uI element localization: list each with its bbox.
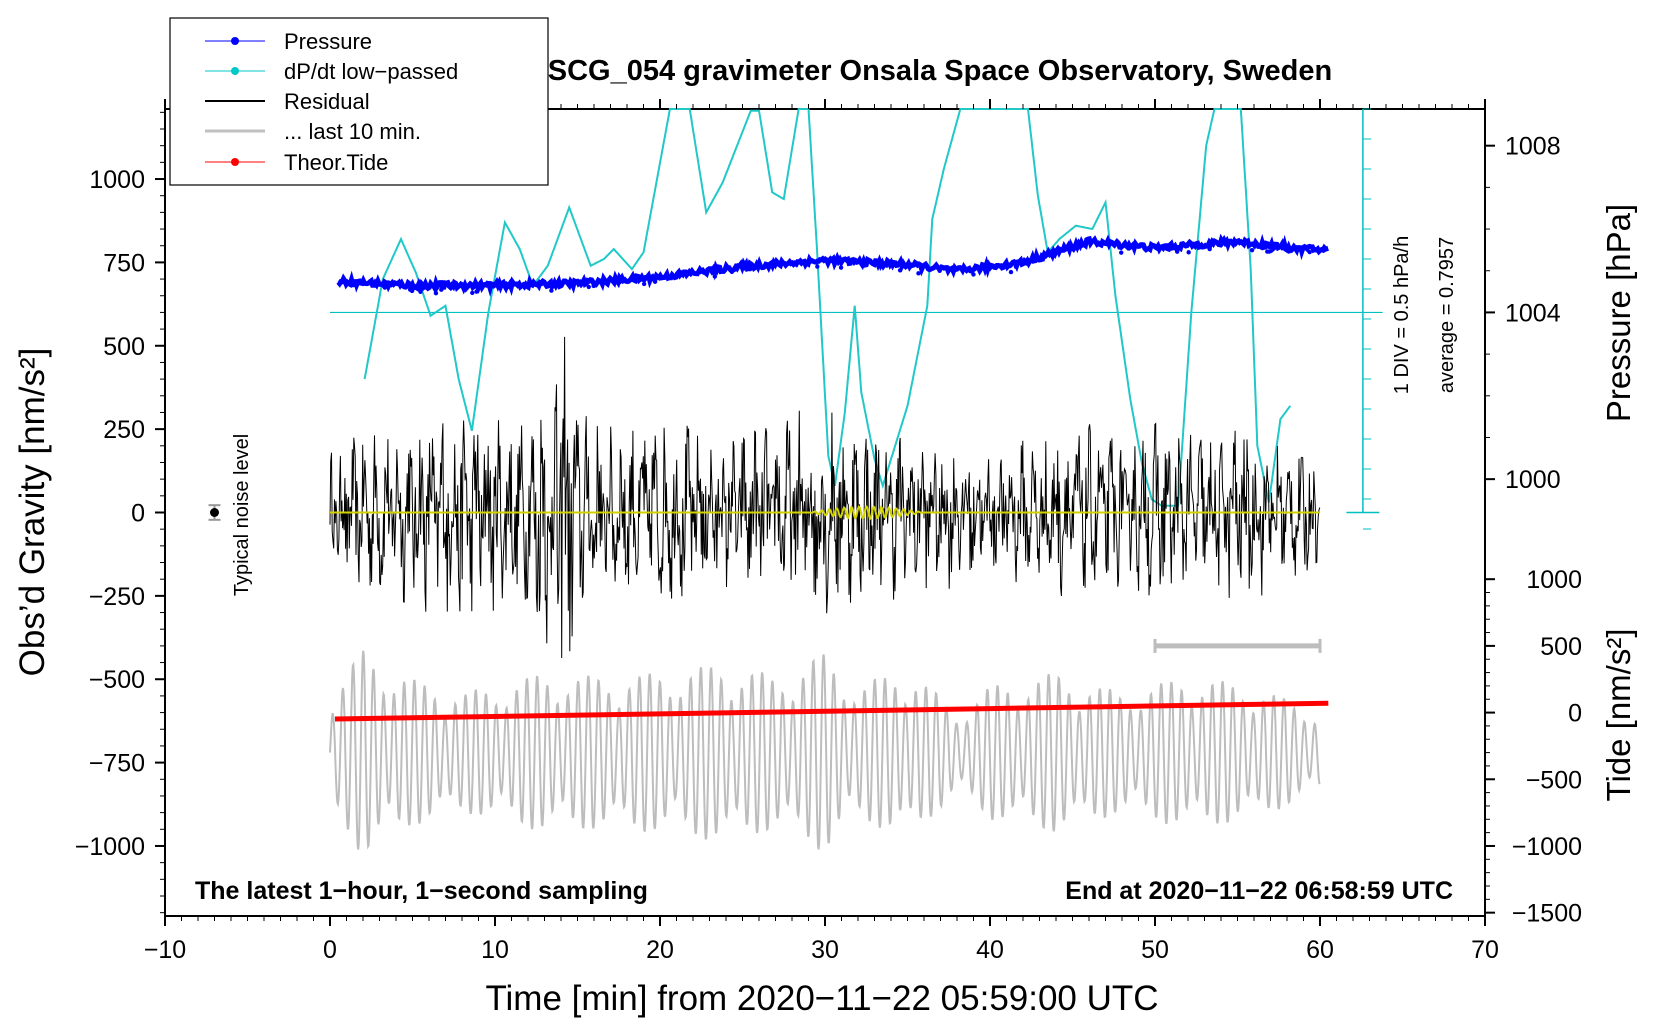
- x-tick-label: 0: [323, 936, 337, 964]
- tide-tick-label: 500: [1540, 633, 1582, 661]
- pressure-point: [409, 288, 415, 294]
- pressure-point: [838, 265, 844, 270]
- pressure-point: [470, 290, 475, 296]
- last10-line: [329, 650, 1321, 850]
- pressure-point: [1175, 249, 1180, 254]
- x-tick-label: 60: [1306, 936, 1334, 964]
- legend: Pressure dP/dt low−passed Residual ... l…: [169, 17, 549, 186]
- y-tick-label: −250: [89, 583, 145, 611]
- tide-layer: [334, 700, 1329, 722]
- legend-tide-dot: [231, 158, 239, 166]
- legend-residual-label: Residual: [284, 89, 370, 114]
- pressure-point: [641, 281, 647, 287]
- chart-title: SCG_054 gravimeter Onsala Space Observat…: [548, 55, 1332, 87]
- div-scale-label: 1 DIV = 0.5 hPa/h: [1391, 236, 1413, 394]
- dpdt-layer: [330, 108, 1383, 530]
- pressure-point: [747, 266, 753, 272]
- pressure-line: [336, 233, 1329, 297]
- average-label: average = 0.7957: [1436, 237, 1458, 393]
- pressure-point: [1119, 250, 1124, 255]
- tide-axis-ticks: 1000 500 0 −500 −1000 −1500: [1485, 566, 1582, 928]
- legend-pressure-dot: [231, 37, 239, 45]
- y-tick-label: −750: [89, 750, 145, 778]
- x-tick-label: 30: [811, 936, 839, 964]
- lowpass-layer: [330, 504, 1320, 521]
- legend-dpdt-label: dP/dt low−passed: [284, 59, 458, 84]
- tide-axis-label: Tide [nm/s²]: [1600, 629, 1637, 802]
- pressure-point: [1000, 265, 1005, 270]
- y-tick-label: 1000: [89, 166, 145, 194]
- pressure-tick-label: 1000: [1505, 466, 1561, 494]
- y-tick-label: 750: [103, 249, 145, 277]
- noise-level-label: Typical noise level: [231, 434, 253, 596]
- tide-tick-label: −1000: [1512, 833, 1582, 861]
- pressure-point: [729, 269, 735, 275]
- pressure-point: [1249, 247, 1255, 253]
- pressure-point: [1013, 264, 1019, 270]
- tide-tick-label: 0: [1568, 700, 1582, 728]
- x-tick-label: 40: [976, 936, 1004, 964]
- pressure-point: [433, 290, 439, 296]
- x-tick-label: −10: [144, 936, 186, 964]
- pressure-tick-label: 1004: [1505, 299, 1561, 327]
- pressure-point: [1008, 269, 1014, 275]
- y-tick-label: 0: [131, 500, 145, 528]
- pressure-point: [937, 268, 942, 273]
- pressure-point: [712, 272, 717, 277]
- last10-layer: [329, 638, 1322, 850]
- tide-tick-label: −1500: [1512, 900, 1582, 928]
- y-axis-label: Obs’d Gravity [nm/s²]: [13, 348, 52, 677]
- legend-tide-label: Theor.Tide: [284, 150, 388, 175]
- legend-dpdt-dot: [231, 67, 239, 75]
- pressure-point: [815, 264, 820, 269]
- x-tick-label: 10: [481, 936, 509, 964]
- pressure-point: [1265, 249, 1270, 254]
- noise-point: [210, 508, 219, 517]
- tide-tick-label: −500: [1526, 766, 1582, 794]
- y-tick-label: −1000: [75, 833, 145, 861]
- x-tick-label: 20: [646, 936, 674, 964]
- sampling-note: The latest 1−hour, 1−second sampling: [195, 877, 648, 905]
- end-time-note: End at 2020−11−22 06:58:59 UTC: [1065, 877, 1453, 905]
- x-tick-label: 50: [1141, 936, 1169, 964]
- lowpass-line: [330, 504, 1320, 521]
- pressure-point: [586, 284, 591, 290]
- legend-pressure-label: Pressure: [284, 29, 372, 54]
- pressure-tick-label: 1008: [1505, 133, 1561, 161]
- tide-tick-label: 1000: [1526, 566, 1582, 594]
- pressure-point: [652, 279, 658, 284]
- pressure-point: [439, 287, 444, 292]
- pressure-point: [382, 285, 388, 290]
- tide-line: [334, 700, 1329, 722]
- pressure-point: [971, 272, 976, 277]
- pressure-axis-ticks: 1008 1004 1000: [1485, 133, 1561, 494]
- x-tick-label: 70: [1471, 936, 1499, 964]
- pressure-point: [591, 283, 596, 289]
- y-tick-label: 500: [103, 333, 145, 361]
- pressure-point: [1040, 257, 1045, 262]
- y-axis-ticks: 1000 750 500 250 0 −250 −500 −750 −1000: [75, 111, 165, 914]
- pressure-point: [916, 271, 921, 276]
- pressure-point: [549, 288, 554, 293]
- y-tick-label: −500: [89, 666, 145, 694]
- pressure-point: [418, 289, 423, 294]
- pressure-point: [1307, 249, 1312, 255]
- pressure-axis-label: Pressure [hPa]: [1600, 204, 1637, 422]
- pressure-point: [1207, 246, 1212, 252]
- dpdt-line: [363, 108, 1292, 507]
- pressure-layer: [336, 233, 1329, 297]
- y-tick-label: 250: [103, 416, 145, 444]
- pressure-point: [1225, 243, 1230, 248]
- x-axis-ticks: −10 0 10 20 30 40 50 60 70: [144, 99, 1499, 964]
- annotation-layer: [208, 504, 221, 521]
- x-axis-label: Time [min] from 2020−11−22 05:59:00 UTC: [485, 979, 1158, 1018]
- pressure-point: [1005, 265, 1010, 270]
- pressure-point: [474, 289, 479, 294]
- pressure-point: [897, 268, 903, 273]
- pressure-point: [1186, 250, 1191, 255]
- legend-last10-label: ... last 10 min.: [284, 119, 421, 144]
